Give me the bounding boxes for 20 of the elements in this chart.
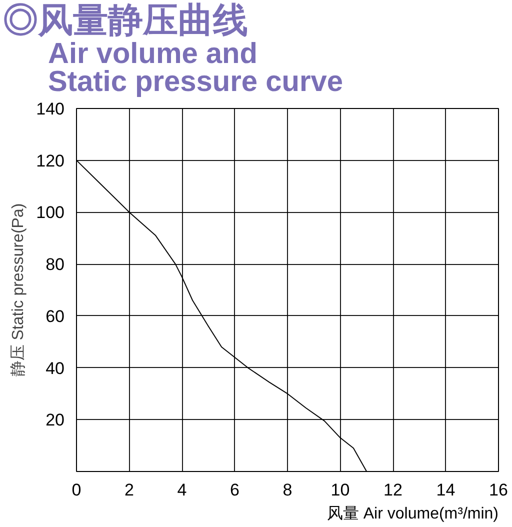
y-axis-title: 静压 Static pressure(Pa) bbox=[10, 203, 28, 377]
y-tick-label: 140 bbox=[36, 100, 65, 118]
x-tick-label: 12 bbox=[384, 480, 402, 500]
y-tick-label: 60 bbox=[46, 306, 65, 326]
x-axis-title: 风量 Air volume(m³/min) bbox=[326, 506, 498, 522]
x-tick-label: 6 bbox=[230, 480, 240, 500]
y-tick-label: 120 bbox=[36, 151, 65, 170]
x-tick-label: 4 bbox=[177, 480, 187, 500]
chart-subtitle: Air volume and Static pressure curve bbox=[48, 38, 343, 98]
y-tick-label: 100 bbox=[36, 203, 65, 222]
y-tick-label: 80 bbox=[46, 255, 65, 274]
y-tick-label: 20 bbox=[46, 410, 65, 430]
x-tick-label: 16 bbox=[489, 480, 508, 500]
x-tick-label: 10 bbox=[330, 480, 350, 500]
chart-title: ◎风量静压曲线 bbox=[3, 0, 249, 40]
x-tick-label: 0 bbox=[72, 480, 82, 500]
x-tick-label: 8 bbox=[282, 480, 292, 500]
x-tick-label: 2 bbox=[124, 480, 134, 500]
x-tick-label: 14 bbox=[436, 480, 456, 500]
y-tick-label: 40 bbox=[46, 358, 65, 378]
